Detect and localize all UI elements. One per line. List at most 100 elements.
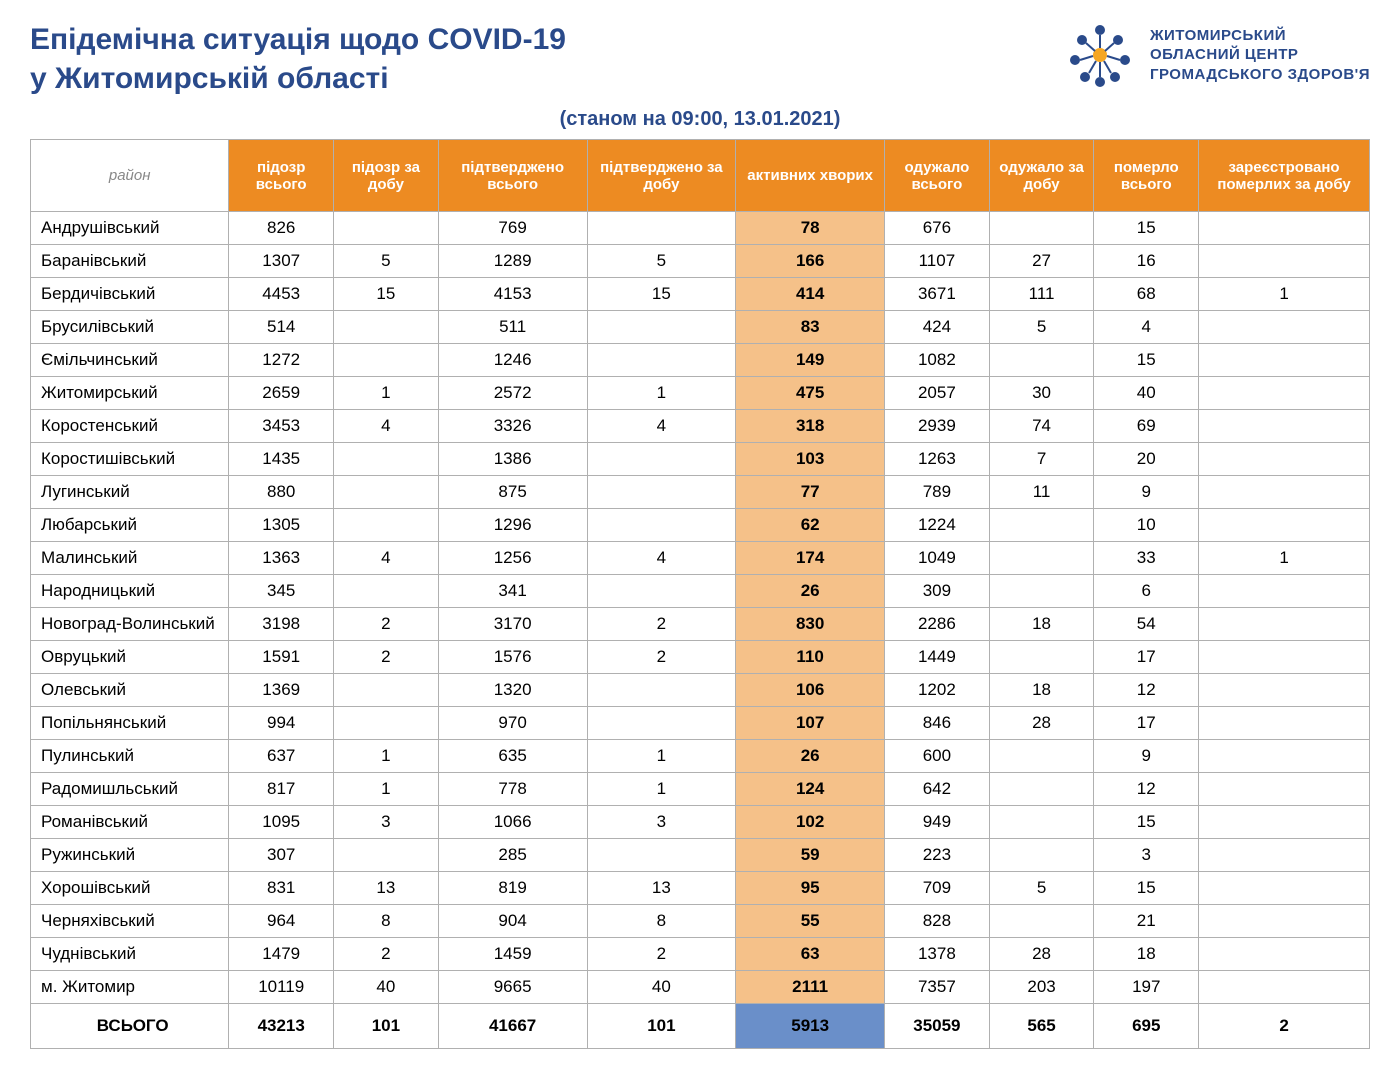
cell-total-label: ВСЬОГО [31, 1004, 229, 1049]
table-row: Брусилівський5145118342454 [31, 311, 1370, 344]
title-block: Епідемічна ситуація щодо COVID-19 у Жито… [30, 20, 566, 98]
cell-confirmed-total: 1256 [438, 542, 587, 575]
cell-active: 414 [736, 278, 885, 311]
cell-confirmed-total: 4153 [438, 278, 587, 311]
table-row: Хорошівський831138191395709515 [31, 872, 1370, 905]
title-line2: у Житомирській області [30, 62, 389, 95]
cell-region: Бердичівський [31, 278, 229, 311]
cell-active: 475 [736, 377, 885, 410]
cell-region: Олевський [31, 674, 229, 707]
cell-suspect-total: 1479 [229, 938, 334, 971]
cell-region: Новоград-Волинський [31, 608, 229, 641]
cell-suspect-day [334, 212, 439, 245]
cell-deaths-total: 15 [1094, 872, 1199, 905]
cell-suspect-day [334, 476, 439, 509]
table-row: Ружинський307285592233 [31, 839, 1370, 872]
cell-region: Малинський [31, 542, 229, 575]
table-row: Коростишівський143513861031263720 [31, 443, 1370, 476]
cell-confirmed-total: 511 [438, 311, 587, 344]
cell-confirmed-day: 1 [587, 740, 736, 773]
cell-suspect-total: 1307 [229, 245, 334, 278]
cell-recovered-day [989, 509, 1094, 542]
cell-deaths-total: 69 [1094, 410, 1199, 443]
cell-active: 830 [736, 608, 885, 641]
cell-confirmed-total: 2572 [438, 377, 587, 410]
cell-region: Житомирський [31, 377, 229, 410]
cell-suspect-total: 994 [229, 707, 334, 740]
cell-recovered-day: 74 [989, 410, 1094, 443]
cell-deaths-total: 33 [1094, 542, 1199, 575]
cell-recovered-total: 1049 [885, 542, 990, 575]
col-header-region: район [31, 140, 229, 212]
cell-confirmed-day: 8 [587, 905, 736, 938]
cell-deaths-total: 54 [1094, 608, 1199, 641]
table-row: Романівський109531066310294915 [31, 806, 1370, 839]
table-row: Андрушівський8267697867615 [31, 212, 1370, 245]
cell-recovered-day [989, 740, 1094, 773]
cell-confirmed-day [587, 476, 736, 509]
col-header-recovered-day: одужало за добу [989, 140, 1094, 212]
cell-recovered-total: 600 [885, 740, 990, 773]
cell-recovered-total: 1107 [885, 245, 990, 278]
cell-deaths-total: 12 [1094, 674, 1199, 707]
cell-active: 83 [736, 311, 885, 344]
cell-active: 106 [736, 674, 885, 707]
cell-deaths-total: 16 [1094, 245, 1199, 278]
cell-confirmed-day: 2 [587, 641, 736, 674]
cell-deaths-total: 9 [1094, 740, 1199, 773]
cell-suspect-total: 1591 [229, 641, 334, 674]
cell-recovered-total: 1449 [885, 641, 990, 674]
cell-recovered-total: 1263 [885, 443, 990, 476]
table-row: Пулинський63716351266009 [31, 740, 1370, 773]
cell-total-suspect-total: 43213 [229, 1004, 334, 1049]
table-row: Чуднівський14792145926313782818 [31, 938, 1370, 971]
cell-total-confirmed-total: 41667 [438, 1004, 587, 1049]
cell-suspect-day: 1 [334, 740, 439, 773]
cell-confirmed-day: 40 [587, 971, 736, 1004]
cell-confirmed-total: 341 [438, 575, 587, 608]
cell-suspect-total: 880 [229, 476, 334, 509]
cell-recovered-total: 1082 [885, 344, 990, 377]
table-row: Черняхівський964890485582821 [31, 905, 1370, 938]
cell-confirmed-total: 875 [438, 476, 587, 509]
cell-suspect-day [334, 674, 439, 707]
cell-recovered-day: 11 [989, 476, 1094, 509]
col-header-confirmed-day: підтверджено за добу [587, 140, 736, 212]
cell-deaths-day [1199, 509, 1370, 542]
col-header-recovered-total: одужало всього [885, 140, 990, 212]
cell-recovered-total: 223 [885, 839, 990, 872]
cell-confirmed-total: 285 [438, 839, 587, 872]
cell-recovered-total: 1378 [885, 938, 990, 971]
cell-region: Народницький [31, 575, 229, 608]
cell-suspect-day [334, 443, 439, 476]
cell-region: Чуднівський [31, 938, 229, 971]
timestamp: (станом на 09:00, 13.01.2021) [30, 108, 1370, 131]
logo-text-line1: ЖИТОМИРСЬКИЙ [1150, 26, 1370, 46]
cell-recovered-day [989, 905, 1094, 938]
cell-suspect-day: 15 [334, 278, 439, 311]
cell-confirmed-total: 3170 [438, 608, 587, 641]
cell-confirmed-day [587, 509, 736, 542]
cell-deaths-day [1199, 806, 1370, 839]
cell-deaths-day [1199, 245, 1370, 278]
cell-recovered-total: 789 [885, 476, 990, 509]
cell-recovered-total: 424 [885, 311, 990, 344]
cell-recovered-day: 28 [989, 707, 1094, 740]
cell-deaths-day [1199, 674, 1370, 707]
cell-confirmed-day [587, 212, 736, 245]
cell-deaths-day [1199, 443, 1370, 476]
cell-region: Попільнянський [31, 707, 229, 740]
cell-suspect-total: 1363 [229, 542, 334, 575]
cell-confirmed-total: 635 [438, 740, 587, 773]
cell-confirmed-total: 1246 [438, 344, 587, 377]
cell-deaths-day [1199, 641, 1370, 674]
cell-deaths-day [1199, 773, 1370, 806]
cell-region: Лугинський [31, 476, 229, 509]
cell-recovered-day: 18 [989, 674, 1094, 707]
cell-active: 55 [736, 905, 885, 938]
cell-recovered-total: 949 [885, 806, 990, 839]
logo-block: ЖИТОМИРСЬКИЙ ОБЛАСНИЙ ЦЕНТР ГРОМАДСЬКОГО… [1065, 20, 1370, 90]
cell-active: 174 [736, 542, 885, 575]
cell-total-confirmed-day: 101 [587, 1004, 736, 1049]
cell-suspect-day [334, 509, 439, 542]
